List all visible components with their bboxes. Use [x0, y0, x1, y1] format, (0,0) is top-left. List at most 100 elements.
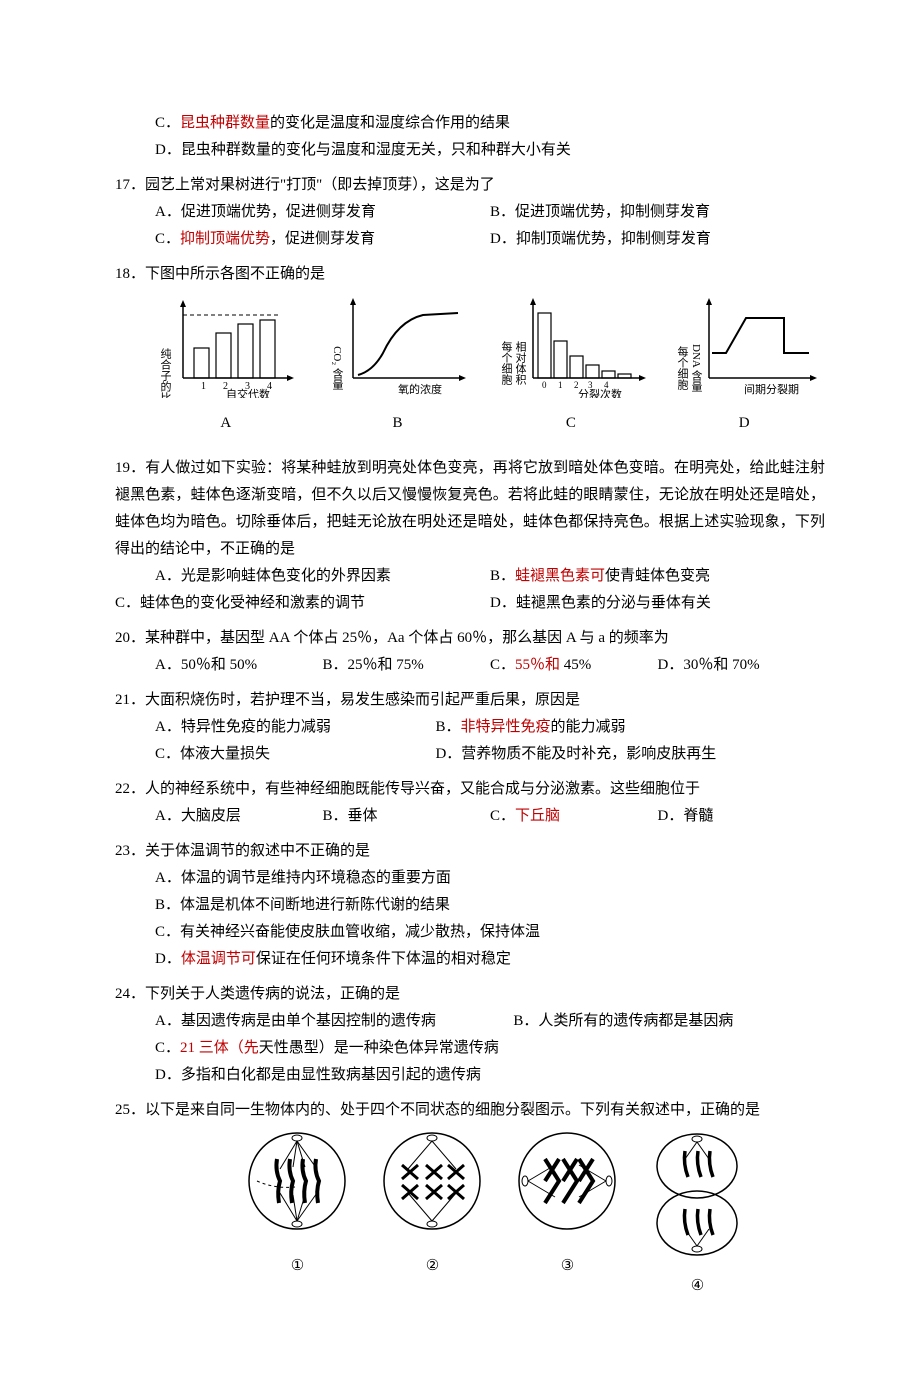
- chart-d-svg: 每个细胞 DNA 含量 间期分裂期: [664, 293, 824, 398]
- cell-2-svg: [380, 1129, 485, 1239]
- option-d: D．体温调节可保证在任何环境条件下体温的相对稳定: [115, 946, 825, 973]
- question-number: 20．: [115, 630, 145, 646]
- options-row-2: C．蛙体色的变化受神经和激素的调节 D．蛙褪黑色素的分泌与垂体有关: [115, 590, 825, 617]
- x-label: 自交代数: [226, 387, 270, 398]
- chart-c-svg: 每个细胞 相对体积 0 1 2 3 4 分裂次数: [488, 293, 653, 398]
- option-c: C．体液大量损失: [155, 741, 435, 768]
- option-b: B．垂体: [323, 803, 491, 830]
- question-body: 大面积烧伤时，若护理不当，易发生感染而引起严重后果，原因是: [145, 692, 580, 708]
- question-20: 20．某种群中，基因型 AA 个体占 25％，Aa 个体占 60％，那么基因 A…: [115, 625, 825, 679]
- option-b: B．蛙褪黑色素可使青蛙体色变亮: [490, 563, 825, 590]
- option-label: C．: [490, 657, 515, 673]
- option-d: D．昆虫种群数量的变化与温度和湿度无关，只和种群大小有关: [115, 137, 825, 164]
- cell-label: ①: [245, 1253, 350, 1280]
- y-label-2: 相对体积: [514, 341, 527, 386]
- option-rest: 使青蛙体色变亮: [605, 568, 710, 584]
- question-number: 19．: [115, 460, 145, 476]
- question-24: 24．下列关于人类遗传病的说法，正确的是 A．基因遗传病是由单个基因控制的遗传病…: [115, 981, 825, 1089]
- question-body: 园艺上常对果树进行"打顶"（即去掉顶芽），这是为了: [145, 177, 495, 193]
- question-number: 21．: [115, 692, 145, 708]
- chart-c: 每个细胞 相对体积 0 1 2 3 4 分裂次数 C: [488, 293, 653, 437]
- option-a: A．光是影响蛙体色变化的外界因素: [155, 563, 490, 590]
- question-body: 某种群中，基因型 AA 个体占 25％，Aa 个体占 60％，那么基因 A 与 …: [145, 630, 669, 646]
- option-b: B．促进顶端优势，抑制侧芽发育: [490, 199, 825, 226]
- question-number: 25．: [115, 1102, 145, 1118]
- options-row-1: A．基因遗传病是由单个基因控制的遗传病 B．人类所有的遗传病都是基因病: [115, 1008, 825, 1035]
- option-b: B．体温是机体不间断地进行新陈代谢的结果: [115, 892, 825, 919]
- option-c: C．下丘脑: [490, 803, 658, 830]
- option-a: A．基因遗传病是由单个基因控制的遗传病: [155, 1008, 513, 1035]
- chart-label: C: [488, 410, 653, 437]
- svg-text:0: 0: [542, 380, 547, 390]
- chart-label: B: [317, 410, 479, 437]
- question-body: 关于体温调节的叙述中不正确的是: [145, 843, 370, 859]
- charts-row: 纯合子的比例 1 2 3 4 自交代数 A CO₂ 含量: [115, 288, 825, 447]
- question-25: 25．以下是来自同一生物体内的、处于四个不同状态的细胞分裂图示。下列有关叙述中，…: [115, 1097, 825, 1305]
- question-19: 19．有人做过如下实验：将某种蛙放到明亮处体色变亮，再将它放到暗处体色变暗。在明…: [115, 455, 825, 617]
- option-label: C．: [155, 1040, 180, 1056]
- chart-d: 每个细胞 DNA 含量 间期分裂期 D: [663, 293, 825, 437]
- cell-4-svg: [650, 1129, 745, 1259]
- option-b: B．非特异性免疫的能力减弱: [435, 714, 825, 741]
- option-c: C．蛙体色的变化受神经和激素的调节: [115, 590, 450, 617]
- option-rest: ，促进侧芽发育: [270, 231, 375, 247]
- option-a: A．促进顶端优势，促进侧芽发育: [155, 199, 490, 226]
- x-label: 间期分裂期: [744, 383, 799, 396]
- options-row: A．大脑皮层 B．垂体 C．下丘脑 D．脊髓: [115, 803, 825, 830]
- option-red: 55％和: [515, 657, 560, 673]
- chart-b-svg: CO₂ 含量 氧的浓度: [323, 293, 473, 398]
- option-c: C．抑制顶端优势，促进侧芽发育: [155, 226, 490, 253]
- option-label: C．: [490, 808, 515, 824]
- option-d: D．抑制顶端优势，抑制侧芽发育: [490, 226, 825, 253]
- option-c: C．55％和 45%: [490, 652, 658, 679]
- cell-1-svg: [245, 1129, 350, 1239]
- question-text: 18．下图中所示各图不正确的是: [115, 261, 825, 288]
- option-c: C．昆虫种群数量的变化是温度和湿度综合作用的结果: [115, 110, 825, 137]
- option-rest: 天性愚型）是一种染色体异常遗传病: [259, 1040, 499, 1056]
- chart-a-svg: 纯合子的比例 1 2 3 4 自交代数: [151, 293, 301, 398]
- question-text: 23．关于体温调节的叙述中不正确的是: [115, 838, 825, 865]
- question-text: 25．以下是来自同一生物体内的、处于四个不同状态的细胞分裂图示。下列有关叙述中，…: [115, 1097, 825, 1124]
- option-rest: 的变化是温度和湿度综合作用的结果: [270, 115, 510, 131]
- option-label: B．: [435, 719, 460, 735]
- option-c: C．21 三体（先天性愚型）是一种染色体异常遗传病: [115, 1035, 825, 1062]
- option-d: D．脊髓: [658, 803, 826, 830]
- question-18: 18．下图中所示各图不正确的是 纯合子的比例 1 2 3 4 自交代数: [115, 261, 825, 447]
- question-text: 21．大面积烧伤时，若护理不当，易发生感染而引起严重后果，原因是: [115, 687, 825, 714]
- options-row-1: A．特异性免疫的能力减弱 B．非特异性免疫的能力减弱: [115, 714, 825, 741]
- chart-a: 纯合子的比例 1 2 3 4 自交代数 A: [145, 293, 307, 437]
- svg-text:1: 1: [558, 380, 563, 390]
- option-d: D．30％和 70%: [658, 652, 826, 679]
- question-number: 22．: [115, 781, 145, 797]
- question-text: 20．某种群中，基因型 AA 个体占 25％，Aa 个体占 60％，那么基因 A…: [115, 625, 825, 652]
- cell-label: ②: [380, 1253, 485, 1280]
- option-red: 抑制顶端优势: [180, 231, 270, 247]
- y-label-2: DNA 含量: [690, 344, 703, 392]
- option-d: D．蛙褪黑色素的分泌与垂体有关: [450, 590, 825, 617]
- question-22: 22．人的神经系统中，有些神经细胞既能传导兴奋，又能合成与分泌激素。这些细胞位于…: [115, 776, 825, 830]
- option-rest: 保证在任何环境条件下体温的相对稳定: [256, 951, 511, 967]
- question-text: 17．园艺上常对果树进行"打顶"（即去掉顶芽），这是为了: [115, 172, 825, 199]
- chart-label: A: [145, 410, 307, 437]
- options-row-1: A．促进顶端优势，促进侧芽发育 B．促进顶端优势，抑制侧芽发育: [115, 199, 825, 226]
- option-a: A．特异性免疫的能力减弱: [155, 714, 435, 741]
- options-row: A．50％和 50% B．25％和 75% C．55％和 45% D．30％和 …: [115, 652, 825, 679]
- options-row-2: C．体液大量损失 D．营养物质不能及时补充，影响皮肤再生: [115, 741, 825, 768]
- question-body: 人的神经系统中，有些神经细胞既能传导兴奋，又能合成与分泌激素。这些细胞位于: [145, 781, 700, 797]
- option-red: 蛙褪黑色素可: [515, 568, 605, 584]
- cell-label: ③: [515, 1253, 620, 1280]
- option-label: D．: [155, 951, 181, 967]
- option-a: A．体温的调节是维持内环境稳态的重要方面: [115, 865, 825, 892]
- x-label: 分裂次数: [578, 387, 622, 398]
- option-a: A．大脑皮层: [155, 803, 323, 830]
- option-red: 21 三体（先: [180, 1040, 259, 1056]
- cells-row: ① ②: [165, 1124, 825, 1305]
- options-row-1: A．光是影响蛙体色变化的外界因素 B．蛙褪黑色素可使青蛙体色变亮: [115, 563, 825, 590]
- option-rest: 45%: [560, 657, 591, 673]
- cell-2: ②: [380, 1129, 485, 1300]
- question-number: 17．: [115, 177, 145, 193]
- cell-label: ④: [650, 1273, 745, 1300]
- option-a: A．50％和 50%: [155, 652, 323, 679]
- question-number: 18．: [115, 266, 145, 282]
- option-rest: 的能力减弱: [551, 719, 626, 735]
